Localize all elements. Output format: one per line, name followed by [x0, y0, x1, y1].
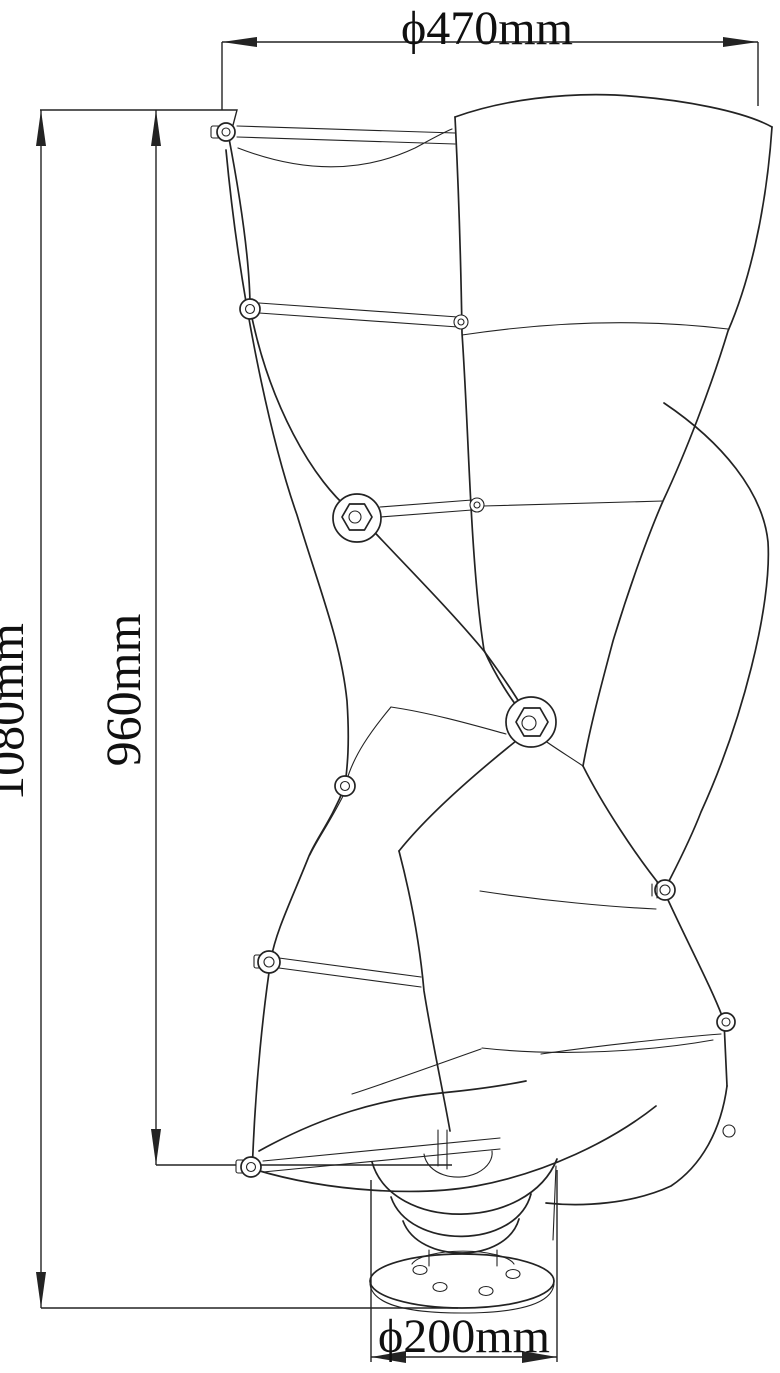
bell-ring-1	[371, 1158, 558, 1215]
blade-inner-edge	[363, 520, 527, 715]
hub-bolt	[221, 127, 231, 137]
hub-bolt	[521, 715, 537, 731]
flange-hole	[478, 1285, 494, 1297]
dimension-overall-height: 1080mm	[0, 109, 458, 1309]
flange-hole	[412, 1264, 428, 1276]
dim-arrow-left-icon	[371, 1351, 406, 1363]
hub-bolt	[257, 950, 281, 974]
blade-seam	[479, 890, 657, 910]
blade-right-flank	[663, 402, 770, 888]
hex-bolt	[515, 707, 549, 737]
dim-arrow-up-icon	[36, 110, 46, 146]
blade-seam	[345, 706, 392, 784]
flange-thickness	[369, 1283, 555, 1314]
support-strut-top	[210, 122, 456, 145]
dim-arrow-down-icon	[36, 1272, 46, 1308]
bell-right-edge	[552, 1165, 557, 1241]
dim-arrow-down-icon	[151, 1129, 161, 1165]
strut-sleeve	[473, 501, 481, 509]
dimension-rotor-height: 960mm	[95, 110, 452, 1166]
support-strut-2	[239, 298, 469, 330]
bell-ring-3	[402, 1218, 520, 1254]
hub-bolt	[239, 298, 261, 320]
neck-cylinder	[428, 1249, 498, 1267]
dimension-top-diameter: ϕ470mm	[221, 2, 759, 110]
blade-seam	[461, 322, 729, 336]
hub-bolt	[348, 510, 362, 524]
strut-rod	[236, 125, 456, 145]
support-strut-3	[332, 493, 485, 543]
blade-top-edge	[237, 128, 453, 168]
blade-left-edge	[227, 132, 357, 516]
strut-rod	[258, 302, 459, 328]
strut-sleeve	[457, 318, 465, 326]
blade-lower	[252, 734, 728, 1206]
blade-seam	[309, 789, 347, 856]
dim-arrow-right-icon	[723, 37, 758, 47]
hub-bolt	[263, 956, 275, 968]
support-strut-4	[253, 950, 422, 988]
hub-bolt	[240, 1156, 262, 1178]
hub-bolt	[245, 1161, 257, 1173]
blade-right-edge-lower	[582, 765, 728, 1087]
dim-label-base-diameter: ϕ200mm	[378, 1310, 550, 1363]
bell-ring-2	[390, 1193, 532, 1238]
blade-bottom-skirt	[545, 1085, 728, 1206]
cup-back-rim	[258, 1080, 527, 1152]
blade-top-edge	[454, 93, 773, 128]
dimension-base-diameter: ϕ200mm	[370, 1170, 558, 1363]
strut-sleeve	[453, 314, 469, 330]
blade-bolts	[334, 696, 736, 1138]
dim-arrow-right-icon	[522, 1351, 557, 1363]
blade-seam	[390, 706, 507, 735]
blade-right-edge	[582, 126, 773, 767]
rotor-assembly	[210, 93, 773, 1206]
edge-bolt-stack	[651, 881, 658, 899]
blade-seam	[482, 500, 664, 507]
edge-bolt	[659, 884, 671, 896]
edge-bolt	[721, 1017, 731, 1027]
cup-seam	[351, 1048, 482, 1095]
flange-top	[369, 1253, 555, 1309]
hub-bolt	[334, 775, 356, 797]
rotor-shaft	[437, 1129, 448, 1170]
blade-front-upper	[454, 93, 773, 767]
dim-label-rotor-height: 960mm	[95, 614, 151, 767]
hex-bolt	[341, 503, 373, 531]
dim-label-top-diameter: ϕ470mm	[401, 2, 573, 55]
blade-seam	[540, 1033, 722, 1055]
dim-arrow-up-icon	[151, 110, 161, 146]
blade-rear-upper	[225, 128, 770, 1173]
strut-rod	[262, 1137, 501, 1173]
support-strut-bottom	[235, 1137, 501, 1178]
flange-boss	[411, 1250, 515, 1265]
hub-bolt	[339, 780, 351, 792]
blade-left-edge-lower	[398, 736, 522, 852]
blade-left-edge-lower	[398, 850, 451, 1132]
hub-bolt	[244, 303, 256, 315]
flange-hole	[505, 1268, 521, 1280]
edge-tab	[722, 1124, 736, 1138]
dim-label-overall-height: 1080mm	[0, 623, 34, 801]
edge-bolt	[654, 879, 676, 901]
blade-left-edge	[454, 116, 524, 715]
strut-rod	[379, 499, 473, 518]
blade-seam	[481, 1039, 714, 1053]
flange-hole	[432, 1281, 448, 1293]
shaft-collar	[423, 1150, 493, 1178]
strut-rod	[278, 957, 422, 988]
generator-base	[369, 1150, 558, 1314]
edge-bolt	[716, 1012, 736, 1032]
hub-bolt	[216, 122, 236, 142]
dim-arrow-left-icon	[222, 37, 257, 47]
cup-front-rim	[252, 1105, 657, 1193]
extension-line-top	[40, 109, 238, 130]
strut-sleeve	[469, 497, 485, 513]
